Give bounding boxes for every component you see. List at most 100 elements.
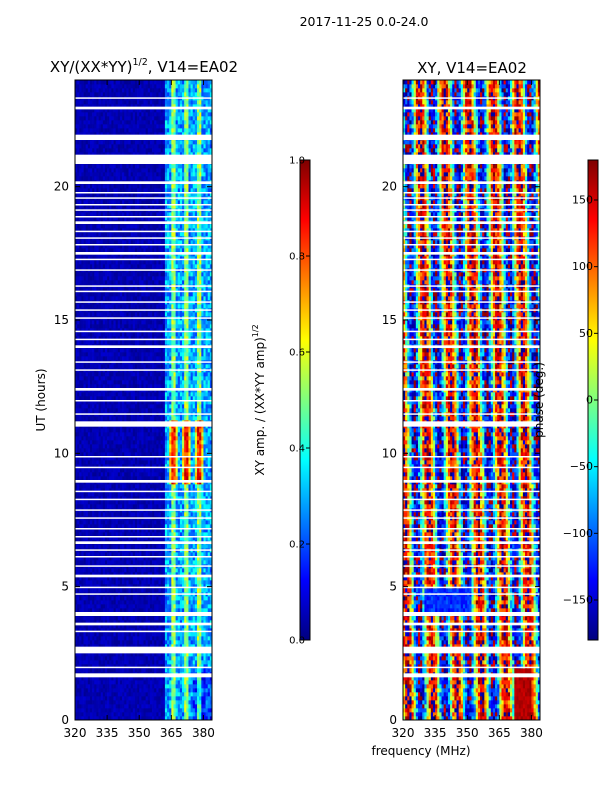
amplitude-cell	[199, 668, 201, 672]
amplitude-cell	[79, 588, 81, 592]
amplitude-cell	[114, 656, 116, 660]
amplitude-cell	[99, 640, 101, 644]
amplitude-cell	[184, 696, 186, 700]
amplitude-cell	[156, 708, 158, 712]
amplitude-cell	[122, 588, 124, 592]
amplitude-cell	[176, 640, 178, 644]
amplitude-cell	[195, 604, 197, 608]
amplitude-cell	[163, 608, 165, 612]
amplitude-cell	[195, 660, 197, 664]
amplitude-cell	[176, 696, 178, 700]
amplitude-cell	[169, 700, 171, 704]
amplitude-cell	[178, 704, 180, 708]
amplitude-cell	[90, 608, 92, 612]
amplitude-cell	[105, 668, 107, 672]
amplitude-cell	[180, 636, 182, 640]
amplitude-cell	[101, 696, 103, 700]
amplitude-cell	[178, 712, 180, 716]
amplitude-cell	[77, 588, 79, 592]
amplitude-cell	[201, 692, 203, 696]
amplitude-cell	[99, 680, 101, 684]
amplitude-cell	[116, 696, 118, 700]
amplitude-cell	[131, 640, 133, 644]
amplitude-cell	[171, 692, 173, 696]
amplitude-cell	[77, 668, 79, 672]
amplitude-cell	[94, 632, 96, 636]
amplitude-cell	[173, 696, 175, 700]
amplitude-cell	[186, 668, 188, 672]
amplitude-cell	[131, 708, 133, 712]
amplitude-cell	[203, 696, 205, 700]
amplitude-cell	[163, 692, 165, 696]
amplitude-cell	[163, 712, 165, 716]
amplitude-cell	[201, 640, 203, 644]
amplitude-cell	[84, 588, 86, 592]
amplitude-cell	[77, 616, 79, 620]
amplitude-cell	[94, 656, 96, 660]
amplitude-cell	[193, 616, 195, 620]
amplitude-cell	[84, 604, 86, 608]
amplitude-cell	[161, 708, 163, 712]
amplitude-cell	[118, 712, 120, 716]
amplitude-cell	[197, 688, 199, 692]
amplitude-cell	[79, 712, 81, 716]
amplitude-cell	[111, 680, 113, 684]
amplitude-cell	[81, 656, 83, 660]
amplitude-cell	[165, 660, 167, 664]
amplitude-cell	[195, 700, 197, 704]
amplitude-cell	[186, 660, 188, 664]
amplitude-cell	[99, 588, 101, 592]
amplitude-cell	[146, 696, 148, 700]
amplitude-cell	[94, 604, 96, 608]
amplitude-cell	[137, 660, 139, 664]
amplitude-cell	[120, 708, 122, 712]
amplitude-cell	[199, 700, 201, 704]
amplitude-cell	[99, 656, 101, 660]
amplitude-cell	[188, 696, 190, 700]
amplitude-cell	[188, 680, 190, 684]
amplitude-cell	[152, 604, 154, 608]
amplitude-cell	[116, 692, 118, 696]
amplitude-cell	[161, 600, 163, 604]
amplitude-cell	[129, 604, 131, 608]
amplitude-cell	[165, 668, 167, 672]
amplitude-cell	[86, 708, 88, 712]
amplitude-cell	[158, 604, 160, 608]
amplitude-cell	[203, 708, 205, 712]
amplitude-cell	[169, 684, 171, 688]
amplitude-cell	[146, 604, 148, 608]
amplitude-cell	[199, 680, 201, 684]
amplitude-cell	[135, 704, 137, 708]
amplitude-cell	[111, 588, 113, 592]
amplitude-cell	[165, 684, 167, 688]
amplitude-cell	[99, 668, 101, 672]
amplitude-cell	[146, 704, 148, 708]
amplitude-cell	[114, 600, 116, 604]
amplitude-cell	[173, 692, 175, 696]
amplitude-cell	[152, 616, 154, 620]
amplitude-cell	[180, 704, 182, 708]
amplitude-cell	[88, 604, 90, 608]
amplitude-cell	[156, 704, 158, 708]
amplitude-cell	[163, 596, 165, 600]
amplitude-cell	[184, 656, 186, 660]
amplitude-cell	[152, 588, 154, 592]
amplitude-cell	[124, 636, 126, 640]
amplitude-cell	[154, 636, 156, 640]
amplitude-cell	[135, 708, 137, 712]
amplitude-cell	[169, 636, 171, 640]
amplitude-cell	[131, 668, 133, 672]
amplitude-cell	[184, 712, 186, 716]
amplitude-cell	[111, 616, 113, 620]
amplitude-cell	[114, 636, 116, 640]
amplitude-cell	[120, 668, 122, 672]
amplitude-cell	[122, 616, 124, 620]
amplitude-cell	[152, 660, 154, 664]
amplitude-cell	[135, 692, 137, 696]
amplitude-cell	[88, 696, 90, 700]
amplitude-cell	[186, 656, 188, 660]
amplitude-cell	[139, 704, 141, 708]
amplitude-cell	[208, 712, 210, 716]
amplitude-cell	[195, 684, 197, 688]
amplitude-cell	[144, 700, 146, 704]
